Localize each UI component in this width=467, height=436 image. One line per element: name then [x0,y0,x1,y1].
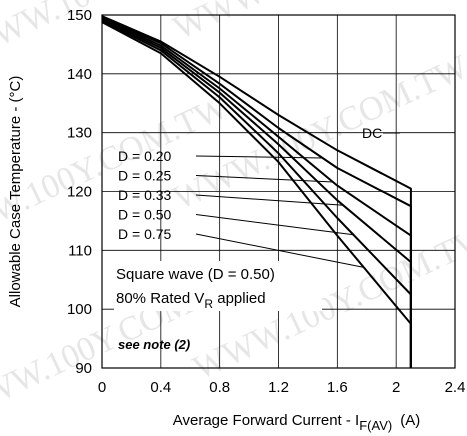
annotation-rated-vr-sub: R [204,297,213,311]
leader-line [195,214,354,236]
y-tick-label: 110 [68,242,92,259]
x-tick-label: 2 [392,379,400,396]
x-tick-label: 0 [98,379,106,396]
watermark-layer: WWW.100Y.COM.TWWWW.100Y.COM.TWWWW.100Y.C… [0,0,467,427]
x-tick-label: 2.4 [445,379,466,396]
series-lines [101,15,412,368]
y-tick-label: 150 [67,7,92,24]
duty-cycle-label: D = 0.25 [118,168,172,184]
series-line [101,18,412,368]
x-axis-label-sub: F(AV) [359,418,392,433]
duty-cycle-label: D = 0.20 [118,148,172,164]
x-axis-label-unit: (A) [400,412,420,429]
y-tick-label: 100 [67,301,92,318]
tick-labels: 0 0.4 0.8 1.2 1.6 2 2.4 90 100 110 120 130 140 150 [67,7,465,396]
y-axis-label: Allowable Case Temperature - (°C) [7,76,24,308]
x-axis-label: Average Forward Current - IF(AV) (A) [173,412,420,433]
x-axis-label-main: Average Forward Current - I [173,412,359,429]
x-tick-label: 1.6 [327,379,348,396]
y-tick-label: 120 [67,184,92,201]
watermark-text: WWW.100Y.COM.TW [168,0,467,47]
series-line [101,21,412,368]
y-tick-label: 140 [67,66,92,83]
duty-cycle-label: D = 0.33 [118,187,172,203]
annotation-rated-vr-post: applied [213,290,266,307]
annotation-square-wave: Square wave (D = 0.50) [116,266,275,283]
series-line [101,16,412,368]
x-tick-label: 0.4 [150,379,171,396]
duty-cycle-label: D = 0.50 [118,207,172,223]
series-line [101,17,412,368]
annotation-box [114,261,322,311]
series-line [101,20,412,368]
dc-label: DC [362,125,382,141]
plot-frame [101,14,456,369]
leader-lines [195,132,400,268]
y-tick-label: 130 [67,125,92,142]
x-tick-label: 0.8 [209,379,230,396]
leader-line [195,194,344,206]
curve-labels: D = 0.20 D = 0.25 D = 0.33 D = 0.50 D = 0.75… [118,125,382,242]
y-tick-label: 90 [75,360,92,377]
leader-line [195,175,333,183]
annotation-rated-vr: 80% Rated VR applied [116,290,266,311]
leader-line [195,233,364,268]
annotation-rated-vr-pre: 80% Rated V [116,290,204,307]
leader-line [195,155,323,159]
duty-cycle-label: D = 0.75 [118,226,172,242]
series-line [101,15,412,368]
see-note: see note (2) [118,337,190,352]
x-tick-label: 1.2 [268,379,289,396]
